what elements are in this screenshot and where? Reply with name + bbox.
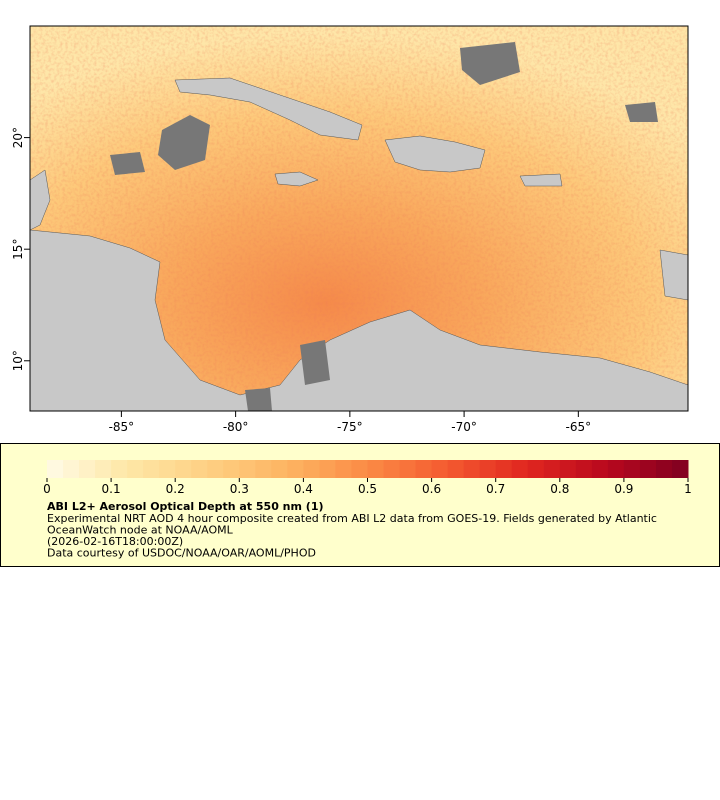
- colorbar-segment: [655, 460, 673, 478]
- legend-line: Experimental NRT AOD 4 hour composite cr…: [47, 512, 657, 525]
- colorbar-segment: [671, 460, 689, 478]
- colorbar-segment: [271, 460, 288, 478]
- x-tick-label: -75°: [337, 420, 363, 434]
- colorbar-segment: [543, 460, 561, 478]
- map-frame: [29, 25, 689, 412]
- colorbar-segment: [383, 460, 401, 478]
- map-field: [30, 26, 688, 411]
- colorbar-tick-label: 1: [684, 482, 692, 496]
- colorbar-segment: [223, 460, 240, 478]
- no-data: [110, 42, 658, 411]
- y-tick-label: 10°: [11, 350, 25, 371]
- colorbar-segment: [351, 460, 368, 478]
- colorbar-segment: [575, 460, 593, 478]
- colorbar-segment: [79, 460, 96, 478]
- colorbar-segment: [159, 460, 176, 478]
- colorbar-tick-label: 0.1: [102, 482, 121, 496]
- colorbar-segment: [607, 460, 625, 478]
- colorbar-segment: [367, 460, 385, 478]
- colorbar-segment: [95, 460, 112, 478]
- legend-line: Data courtesy of USDOC/NOAA/OAR/AOML/PHO…: [47, 547, 316, 560]
- colorbar-segment: [463, 460, 481, 478]
- legend-line: OceanWatch node at NOAA/AOML: [47, 524, 234, 537]
- colorbar-tick-label: 0: [43, 482, 51, 496]
- colorbar-segment: [127, 460, 144, 478]
- colorbar-tick-label: 0.2: [166, 482, 185, 496]
- colorbar-tick-label: 0.9: [614, 482, 633, 496]
- x-tick-label: -80°: [223, 420, 249, 434]
- colorbar-segment: [239, 460, 256, 478]
- colorbar-segment: [527, 460, 545, 478]
- colorbar-segment: [111, 460, 128, 478]
- colorbar-segment: [47, 460, 64, 478]
- colorbar-segment: [447, 460, 465, 478]
- x-tick-label: -85°: [109, 420, 135, 434]
- colorbar-segment: [399, 460, 417, 478]
- colorbar-tick-label: 0.5: [358, 482, 377, 496]
- colorbar-segment: [175, 460, 192, 478]
- colorbar-segment: [207, 460, 224, 478]
- colorbar-segment: [495, 460, 513, 478]
- colorbar-segment: [63, 460, 80, 478]
- colorbar-tick-label: 0.3: [230, 482, 249, 496]
- legend-line: (2026-02-16T18:00:00Z): [47, 535, 183, 548]
- colorbar-segment: [479, 460, 497, 478]
- legend-title: ABI L2+ Aerosol Optical Depth at 550 nm …: [47, 500, 324, 513]
- colorbar-segment: [511, 460, 529, 478]
- y-tick-label: 20°: [11, 127, 25, 148]
- colorbar-tick-label: 0.7: [486, 482, 505, 496]
- colorbar-segment: [255, 460, 272, 478]
- colorbar-segment: [191, 460, 208, 478]
- x-tick-label: -65°: [566, 420, 592, 434]
- colorbar-segment: [559, 460, 577, 478]
- colorbar-segment: [415, 460, 433, 478]
- colorbar-tick-label: 0.6: [422, 482, 441, 496]
- colorbar-segment: [335, 460, 352, 478]
- colorbar-segment: [431, 460, 449, 478]
- colorbar-tick-label: 0.4: [294, 482, 313, 496]
- colorbar-segment: [287, 460, 304, 478]
- colorbar-segment: [639, 460, 657, 478]
- colorbar-tick-label: 0.8: [550, 482, 569, 496]
- y-tick-label: 15°: [11, 239, 25, 260]
- colorbar-segment: [591, 460, 609, 478]
- colorbar-segment: [303, 460, 320, 478]
- colorbar-segment: [319, 460, 336, 478]
- x-tick-label: -70°: [451, 420, 477, 434]
- land: [30, 77, 688, 411]
- colorbar-segment: [623, 460, 641, 478]
- colorbar-segment: [143, 460, 160, 478]
